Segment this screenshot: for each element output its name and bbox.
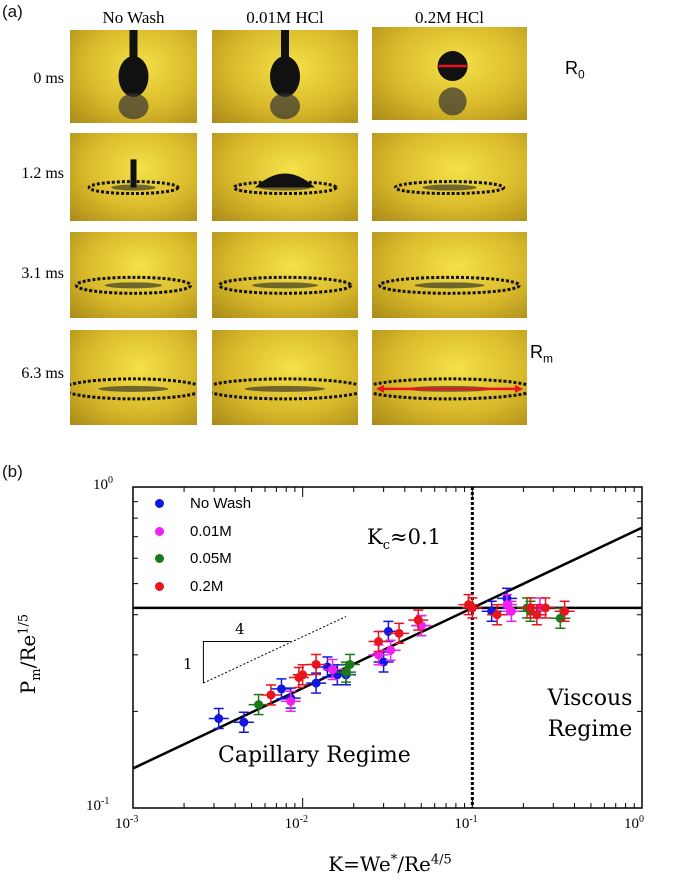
- photo-r3-c0: [70, 330, 197, 425]
- column-header-02m: 0.2M HCl: [415, 8, 484, 27]
- data-point-0-01m: [506, 606, 516, 616]
- slope-guide-line: [203, 616, 347, 684]
- data-point-0-2m: [298, 670, 308, 680]
- data-point-0-2m: [374, 637, 384, 647]
- data-point-0-2m: [492, 610, 502, 620]
- time-label-1: 1.2 ms: [21, 165, 64, 182]
- time-label-0: 0 ms: [33, 70, 64, 87]
- legend-label: 0.05M: [190, 550, 232, 567]
- y-tick-label: 10-1: [86, 796, 110, 814]
- legend: No Wash 0.01M 0.05M 0.2M: [155, 490, 251, 600]
- data-point-no-wash: [311, 678, 321, 688]
- legend-marker: [155, 581, 164, 591]
- plot-frame: [132, 486, 643, 809]
- photo-r2-c0: [70, 232, 197, 318]
- photo-r1-c1: [212, 133, 358, 221]
- kc-annotation: Kc≈0.1: [367, 525, 441, 554]
- data-point-0-2m: [525, 603, 535, 613]
- photo-r0-c0: [70, 30, 197, 123]
- data-point-0-2m: [467, 603, 477, 613]
- capillary-regime-label: Capillary Regime: [218, 743, 411, 768]
- slope-run-label: 4: [235, 620, 245, 638]
- legend-item: 0.01M: [155, 518, 251, 546]
- legend-marker: [155, 499, 164, 508]
- data-point-0-2m: [541, 603, 551, 613]
- y-axis-label: Pm/Re1/5: [16, 613, 44, 695]
- data-point-0-05m: [254, 700, 264, 710]
- photo-r1-c2: [372, 133, 527, 221]
- data-point-0-01m: [386, 645, 396, 655]
- x-axis-label: K=We*/Re4/5: [328, 852, 452, 876]
- rm-label: Rm: [530, 342, 553, 366]
- x-tick-label: 10-2: [284, 814, 308, 832]
- x-tick-label: 10-3: [115, 814, 139, 832]
- column-header-001m: 0.01M HCl: [246, 8, 324, 27]
- x-tick-label: 100: [624, 814, 644, 832]
- viscous-regime-label: Viscous Regime: [547, 686, 633, 742]
- photo-r2-c2: [372, 232, 527, 318]
- data-point-0-05m: [555, 613, 565, 623]
- time-label-2: 3.1 ms: [21, 265, 64, 282]
- photo-r1-c0: [70, 133, 197, 221]
- data-point-0-2m: [394, 628, 404, 638]
- data-point-0-2m: [266, 690, 276, 700]
- data-point-no-wash: [276, 684, 286, 694]
- photo-r3-c1: [212, 330, 358, 425]
- photo-r3-c2: [372, 330, 527, 425]
- data-point-0-2m: [560, 606, 570, 616]
- data-point-0-01m: [286, 696, 296, 706]
- legend-item: 0.05M: [155, 545, 251, 573]
- data-point-no-wash: [239, 717, 249, 727]
- panel-b-label: (b): [2, 462, 23, 481]
- data-point-0-2m: [413, 615, 423, 625]
- data-point-0-01m: [328, 665, 338, 675]
- panel-a-label: (a): [2, 2, 23, 21]
- legend-item: 0.2M: [155, 573, 251, 601]
- data-point-0-01m: [374, 650, 384, 660]
- slope-triangle: [202, 641, 291, 684]
- data-point-0-2m: [311, 659, 321, 669]
- data-point-0-2m: [532, 610, 542, 620]
- slope-rise-label: 1: [183, 655, 193, 673]
- data-point-0-01m: [502, 600, 512, 610]
- r0-label: R0: [565, 58, 585, 82]
- column-header-no-wash: No Wash: [102, 8, 165, 27]
- x-tick-label: 10-1: [454, 814, 478, 832]
- photo-r0-c1: [212, 30, 358, 123]
- time-label-3: 6.3 ms: [21, 365, 64, 382]
- data-point-no-wash: [383, 626, 393, 636]
- photo-r0-c2: [372, 27, 527, 120]
- legend-marker: [155, 526, 164, 536]
- scatter-chart: [132, 486, 643, 809]
- legend-label: 0.2M: [190, 577, 224, 595]
- legend-label: No Wash: [190, 495, 252, 512]
- legend-label: 0.01M: [190, 522, 232, 540]
- y-tick-label: 100: [93, 475, 113, 493]
- legend-marker: [155, 554, 164, 563]
- data-point-0-05m: [341, 667, 351, 677]
- data-point-0-05m: [345, 659, 355, 669]
- photo-r2-c1: [212, 232, 358, 318]
- data-point-no-wash: [214, 714, 224, 724]
- legend-item: No Wash: [155, 490, 251, 518]
